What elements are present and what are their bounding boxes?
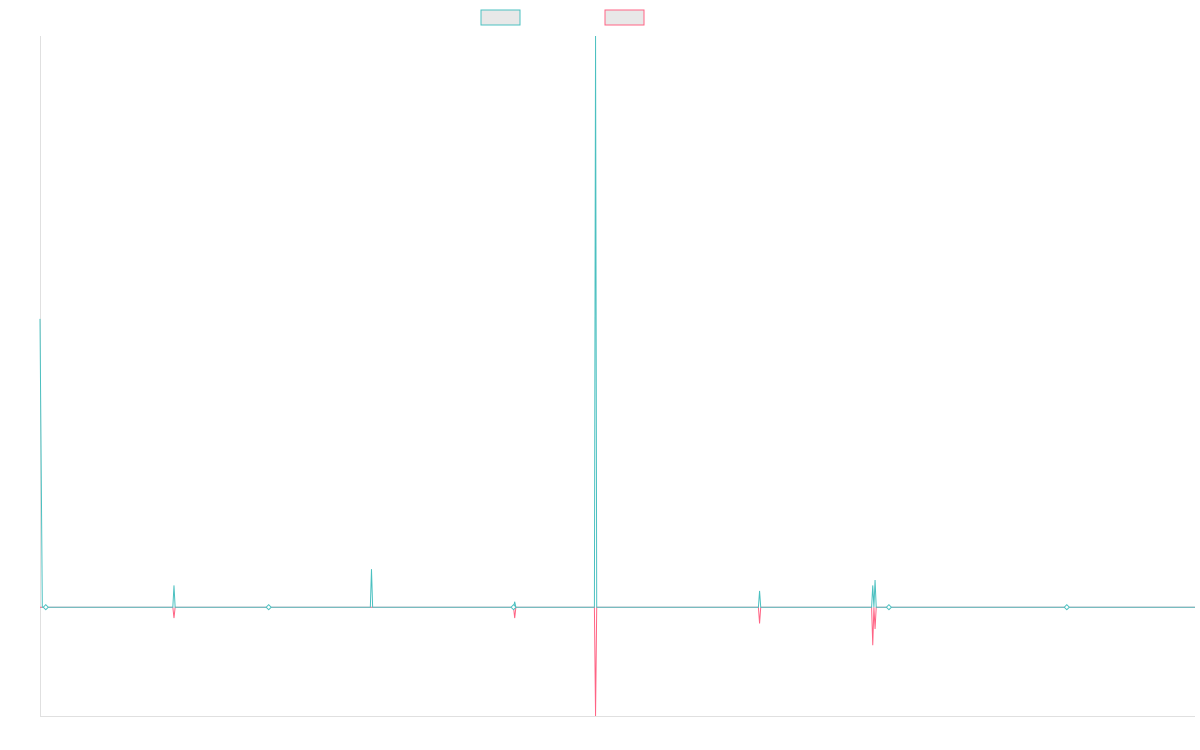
plot-area [39,35,1195,717]
data-point-marker[interactable] [510,603,517,611]
series-line-1[interactable] [39,35,1195,608]
data-point-marker[interactable] [1063,603,1071,611]
marker-layer [42,603,1071,611]
series-line-2[interactable] [40,606,1195,717]
legend [480,9,645,26]
data-point-marker[interactable] [885,603,893,611]
data-point-marker[interactable] [265,603,272,611]
legend-swatch-series-2[interactable] [604,9,645,26]
data-point-marker[interactable] [42,603,49,611]
series-layer [39,35,1195,717]
legend-swatch-series-1[interactable] [480,9,521,26]
